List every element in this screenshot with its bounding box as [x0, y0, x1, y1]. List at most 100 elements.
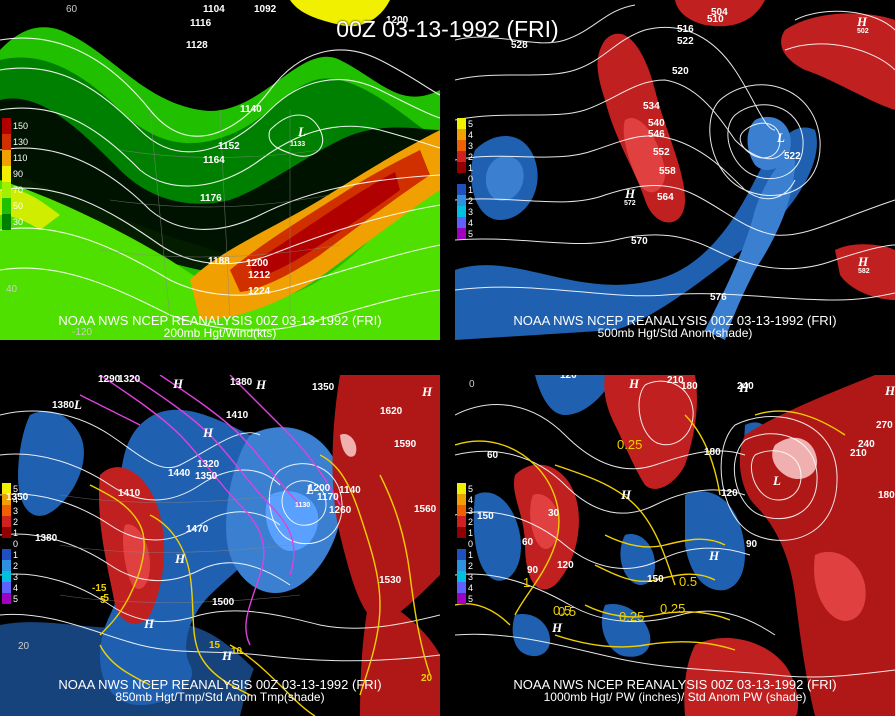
contour-label: 120 — [560, 375, 577, 381]
contour-label: 150 — [477, 511, 494, 522]
legend-swatch — [457, 582, 466, 593]
contour-label: 1133 — [290, 141, 306, 148]
contour-label: 516 — [677, 24, 694, 35]
contour-label: 1140 — [339, 485, 361, 496]
panel-200mb-wind: 150 130 110 90 70 50 30 1104 1092 1116 1128 11… — [0, 0, 440, 340]
legend-swatch — [2, 571, 11, 582]
legend-swatch — [457, 206, 466, 217]
legend-entry: 90 — [2, 166, 28, 182]
legend-label: 5 — [468, 593, 474, 604]
contour-label: 1350 — [312, 382, 335, 393]
contour-label: 1380 — [52, 400, 75, 411]
low-pressure-marker: L — [74, 397, 82, 412]
contour-label: 558 — [659, 166, 676, 177]
contour-label: 1170 — [317, 492, 339, 503]
contour-label: 1260 — [329, 505, 352, 516]
legend-label: 2 — [468, 560, 474, 571]
legend-label: 2 — [468, 195, 474, 206]
high-pressure-marker: H — [739, 380, 750, 395]
contour-label: 210 — [667, 375, 684, 386]
legend-entry: 30 — [2, 214, 28, 230]
legend-label: 150 — [12, 121, 28, 131]
contour-label: 180 — [681, 381, 698, 392]
legend-entry: 4 — [457, 494, 483, 505]
panel-caption: NOAA NWS NCEP REANALYSIS 00Z 03-13-1992 … — [58, 677, 382, 692]
legend-swatch — [2, 549, 11, 560]
contour-label: 1590 — [394, 439, 417, 450]
high-pressure-marker: H — [144, 616, 155, 631]
lat-label: 60 — [66, 4, 78, 15]
contour-label: 180 — [704, 447, 721, 458]
legend-swatch — [2, 150, 11, 166]
legend-label: 1 — [468, 549, 474, 560]
legend-swatch — [2, 118, 11, 134]
legend-entry: 1 — [457, 162, 483, 173]
legend-swatch — [457, 140, 466, 151]
legend-label: 0 — [13, 538, 19, 549]
legend-entry: 0 — [457, 173, 483, 184]
contour-label: 520 — [672, 66, 689, 77]
legend-swatch — [2, 214, 11, 230]
legend-entry: 4 — [2, 582, 28, 593]
legend-label: 4 — [13, 582, 19, 593]
pw-label: 0.5 — [553, 603, 572, 618]
panel-subcaption: 1000mb Hgt/ PW (inches)/ Std Anom PW (sh… — [543, 690, 807, 704]
contour-label: 1188 — [208, 256, 230, 267]
legend-entry: 2 — [457, 195, 483, 206]
legend-entry: 5 — [457, 593, 483, 604]
high-pressure-marker: H — [552, 620, 563, 635]
legend-label: 1 — [468, 162, 474, 173]
legend-entry: 4 — [2, 494, 28, 505]
legend-label: 30 — [13, 217, 24, 227]
high-pressure-marker: H — [709, 548, 720, 563]
contour-label: 90 — [527, 565, 539, 576]
legend-entry: 70 — [2, 182, 28, 198]
legend-swatch — [457, 151, 466, 162]
legend-swatch — [2, 505, 11, 516]
contour-label: 1200 — [308, 483, 331, 494]
high-pressure-marker: H — [422, 384, 433, 399]
legend-label: 5 — [468, 118, 474, 129]
panel-subcaption: 200mb Hgt/Wind(kts) — [163, 326, 277, 340]
legend-swatch — [2, 198, 11, 214]
contour-label: 572 — [624, 200, 636, 207]
contour-label: 1104 — [203, 4, 225, 15]
contour-label: 1410 — [118, 488, 141, 499]
contour-label: 120 — [721, 488, 738, 499]
legend-entry: 3 — [2, 505, 28, 516]
legend-swatch — [457, 505, 466, 516]
legend-swatch — [2, 182, 11, 198]
lat-label: 40 — [6, 284, 18, 295]
pw-label: 0.25 — [660, 601, 686, 616]
legend-swatch — [457, 538, 466, 549]
panel-caption: NOAA NWS NCEP REANALYSIS 00Z 03-13-1992 … — [513, 677, 837, 692]
contour-label: 552 — [653, 147, 670, 158]
legend-swatch — [457, 527, 466, 538]
legend-label: 50 — [13, 201, 24, 211]
high-pressure-marker: H — [857, 14, 868, 29]
lat-label: 0 — [469, 379, 475, 390]
contour-label: 1470 — [186, 524, 209, 535]
contour-label: 522 — [677, 36, 694, 47]
legend-label: 4 — [468, 129, 474, 140]
legend-swatch — [2, 166, 11, 182]
legend-label: 1 — [468, 527, 474, 538]
contour-label: 60 — [522, 537, 534, 548]
contour-label: 210 — [850, 448, 867, 459]
contour-label: 1410 — [226, 410, 249, 421]
legend-entry: 1 — [457, 184, 483, 195]
high-pressure-marker: H — [256, 377, 267, 392]
contour-label: 1116 — [190, 18, 212, 29]
legend-entry: 5 — [457, 118, 483, 129]
contour-label: 1320 — [118, 375, 141, 385]
high-pressure-marker: H — [222, 648, 233, 663]
legend-entry: 4 — [457, 129, 483, 140]
legend-swatch — [2, 560, 11, 571]
legend-entry: 3 — [457, 505, 483, 516]
legend-swatch — [2, 483, 11, 494]
legend-entry: 4 — [457, 217, 483, 228]
contour-label: 1350 — [195, 471, 218, 482]
contour-label: 1620 — [380, 406, 403, 417]
